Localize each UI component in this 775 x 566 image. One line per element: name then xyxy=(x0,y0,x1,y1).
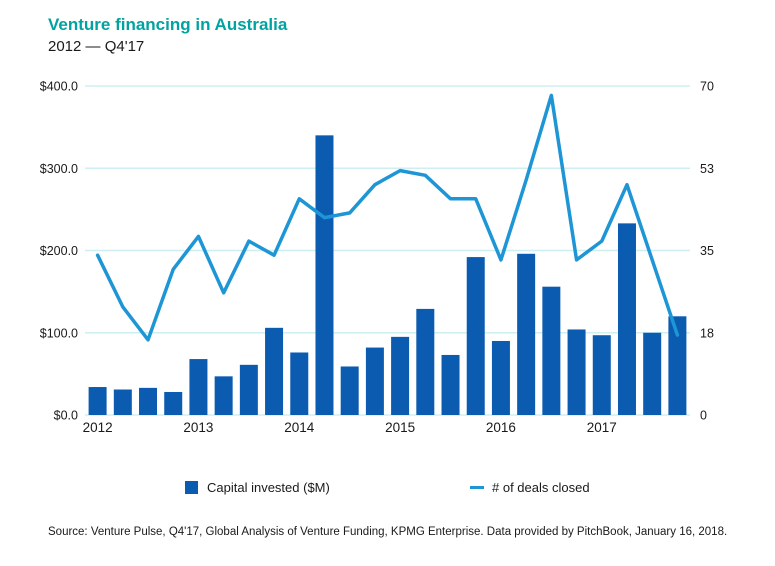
bar-Q4'13 xyxy=(265,327,284,415)
x-axis-label-2012: 2012 xyxy=(83,420,113,435)
bar-Q4'12 xyxy=(164,391,183,415)
bar-Q4'14 xyxy=(365,347,384,415)
right-axis-tick-label: 35 xyxy=(700,244,714,258)
legend-line-swatch-icon xyxy=(470,486,484,489)
legend-item-capital-invested: Capital invested ($M) xyxy=(185,480,330,495)
bar-Q4'15 xyxy=(466,257,485,415)
bar-Q1'17 xyxy=(592,335,611,415)
left-axis-tick-label: $200.0 xyxy=(40,244,78,258)
legend-item-deals-closed: # of deals closed xyxy=(470,480,590,495)
bar-Q1'16 xyxy=(491,340,510,415)
left-axis-tick-label: $100.0 xyxy=(40,326,78,340)
legend-bar-swatch-icon xyxy=(185,481,198,494)
left-axis-tick-label: $400.0 xyxy=(40,80,78,94)
bar-Q1'12 xyxy=(88,387,107,415)
page-subtitle: 2012 — Q4'17 xyxy=(48,38,145,56)
bar-Q3'16 xyxy=(542,286,561,415)
x-axis-label-2017: 2017 xyxy=(587,420,617,435)
chart-legend: Capital invested ($M) # of deals closed xyxy=(0,480,775,500)
bar-Q4'16 xyxy=(567,329,586,415)
right-axis-tick-label: 70 xyxy=(700,80,714,94)
legend-label-deals-closed: # of deals closed xyxy=(492,480,590,495)
x-axis-label-2015: 2015 xyxy=(385,420,415,435)
bar-Q3'15 xyxy=(441,354,460,415)
x-axis-label-2013: 2013 xyxy=(183,420,213,435)
left-axis-tick-label: $300.0 xyxy=(40,162,78,176)
x-axis-label-2014: 2014 xyxy=(284,420,315,435)
right-axis-tick-label: 0 xyxy=(700,409,707,423)
bar-Q3'13 xyxy=(239,364,258,415)
bar-Q2'14 xyxy=(315,135,334,415)
bar-Q2'13 xyxy=(214,376,233,415)
bar-Q2'17 xyxy=(617,223,636,415)
left-axis-tick-label: $0.0 xyxy=(54,409,78,423)
legend-label-capital-invested: Capital invested ($M) xyxy=(207,480,330,495)
right-axis-tick-label: 53 xyxy=(700,162,714,176)
bar-Q1'15 xyxy=(391,336,410,415)
source-note: Source: Venture Pulse, Q4'17, Global Ana… xyxy=(48,526,728,538)
bar-Q1'14 xyxy=(290,352,309,415)
bar-Q3'14 xyxy=(340,366,359,415)
bar-Q3'12 xyxy=(139,387,158,415)
bar-Q2'16 xyxy=(517,253,536,415)
x-axis-label-2016: 2016 xyxy=(486,420,516,435)
bar-Q2'15 xyxy=(416,308,435,415)
bar-Q4'17 xyxy=(668,316,687,415)
bar-Q2'12 xyxy=(113,389,132,415)
deals-closed-line xyxy=(95,93,680,342)
bar-Q3'17 xyxy=(643,332,662,415)
page-title: Venture financing in Australia xyxy=(48,15,288,34)
bar-Q1'13 xyxy=(189,359,208,415)
right-axis-tick-label: 18 xyxy=(700,326,714,340)
combo-chart: $0.0 0 $100.0 18 $200.0 35 $300.0 53 $400.0 70 201… xyxy=(40,80,714,436)
chart-header: Venture financing in Australia 2012 — Q4… xyxy=(48,14,287,57)
